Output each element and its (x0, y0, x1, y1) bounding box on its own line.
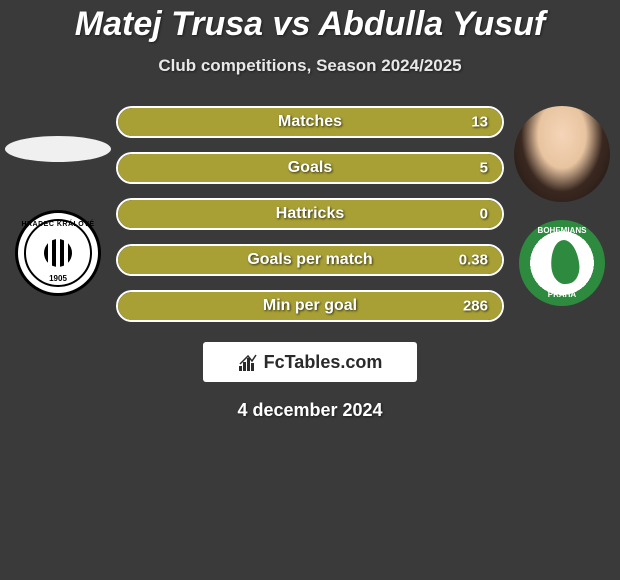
date-text: 4 december 2024 (237, 400, 382, 421)
stat-label: Min per goal (263, 297, 357, 315)
stat-value-right: 13 (471, 114, 488, 131)
brand-box: FcTables.com (203, 342, 417, 382)
comparison-card: Matej Trusa vs Abdulla Yusuf Club compet… (0, 0, 620, 421)
stat-value-right: 0.38 (459, 252, 488, 269)
stat-label: Goals (288, 159, 332, 177)
team-right-badge: BOHEMIANS PRAHA (519, 220, 605, 306)
stat-value-right: 286 (463, 298, 488, 315)
footer: FcTables.com 4 december 2024 (0, 342, 620, 421)
stat-row: Goals per match 0.38 (116, 244, 504, 276)
stat-row: Hattricks 0 (116, 198, 504, 230)
stat-value-right: 5 (480, 160, 488, 177)
team-right-badge-bottom: PRAHA (521, 290, 603, 299)
team-right-badge-top: BOHEMIANS (521, 226, 603, 235)
chart-icon (238, 352, 258, 372)
stat-label: Hattricks (276, 205, 344, 223)
player-left-photo (5, 136, 111, 162)
content-row: HRADEC KRÁLOVÉ 1905 Matches 13 Goals 5 Hattr… (0, 106, 620, 322)
page-title: Matej Trusa vs Abdulla Yusuf (0, 5, 620, 44)
stats-bars: Matches 13 Goals 5 Hattricks 0 Goals per match… (116, 106, 504, 322)
player-right-column: BOHEMIANS PRAHA (512, 106, 612, 306)
brand-text: FcTables.com (264, 352, 383, 373)
player-right-photo (514, 106, 610, 202)
stat-row: Goals 5 (116, 152, 504, 184)
stat-row: Min per goal 286 (116, 290, 504, 322)
stat-value-right: 0 (480, 206, 488, 223)
subtitle: Club competitions, Season 2024/2025 (0, 56, 620, 76)
team-left-badge: HRADEC KRÁLOVÉ 1905 (15, 210, 101, 296)
team-left-badge-year: 1905 (18, 274, 98, 283)
team-left-badge-text: HRADEC KRÁLOVÉ (18, 221, 98, 228)
stat-label: Matches (278, 113, 342, 131)
stat-row: Matches 13 (116, 106, 504, 138)
stat-label: Goals per match (247, 251, 372, 269)
player-left-column: HRADEC KRÁLOVÉ 1905 (8, 106, 108, 296)
